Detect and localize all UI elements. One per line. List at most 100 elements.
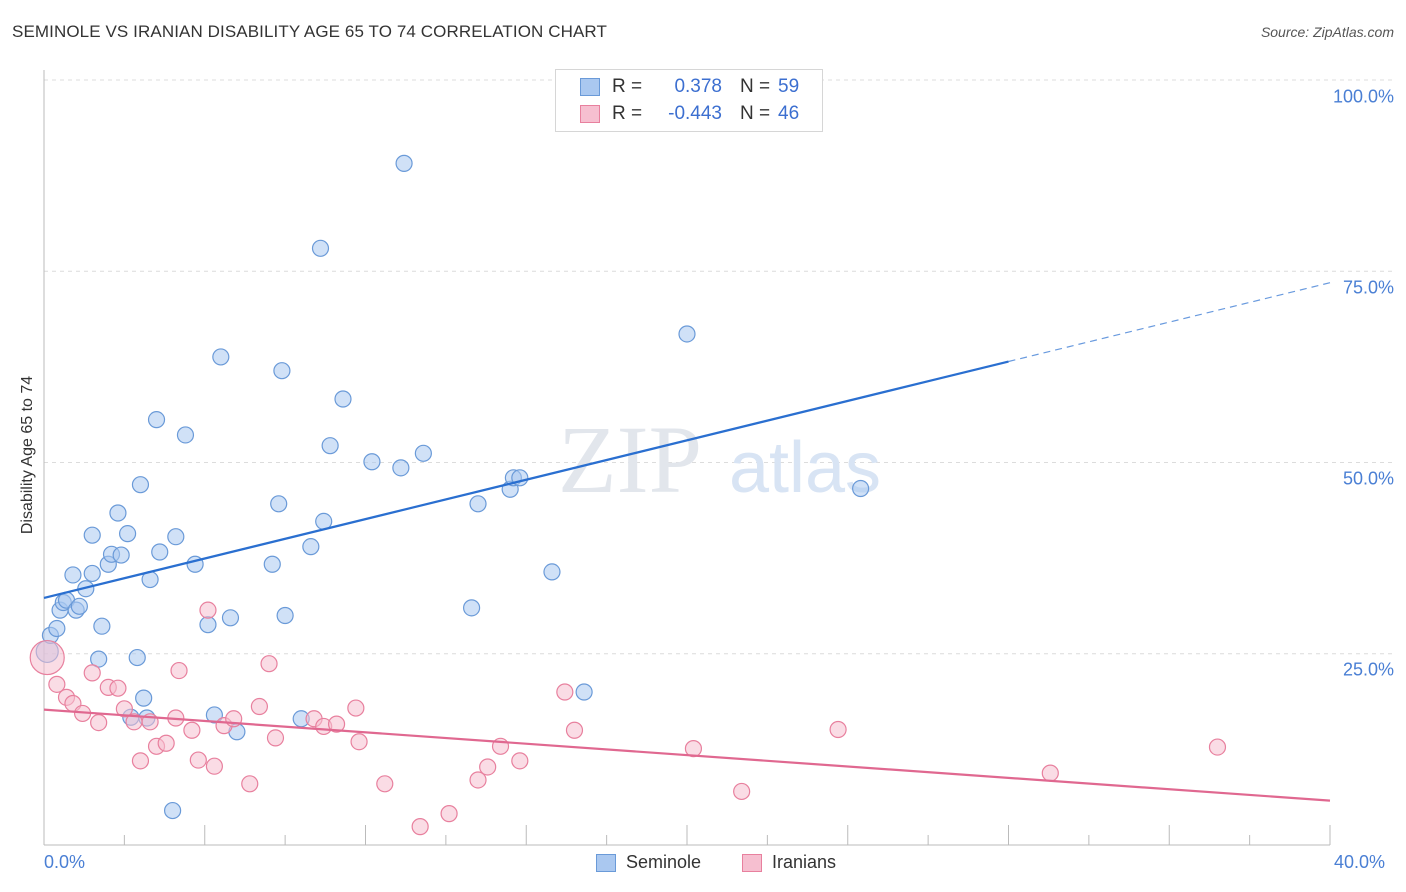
seminole-point xyxy=(852,479,870,498)
iranian-point xyxy=(205,757,223,775)
source-credit: Source: ZipAtlas.com xyxy=(1260,24,1394,40)
iranian-point xyxy=(250,697,269,716)
legend-r-label: R = xyxy=(612,76,643,97)
seminole-point xyxy=(167,528,185,546)
seminole-point xyxy=(48,619,66,638)
seminole-point xyxy=(131,476,150,494)
bottom-legend-iranians: Iranians xyxy=(742,852,836,873)
legend-r-value: -0.443 xyxy=(668,103,722,124)
gridlines xyxy=(44,79,1392,655)
seminole-point xyxy=(135,689,153,707)
seminole-point xyxy=(70,597,88,615)
iranian-point xyxy=(29,639,65,676)
iranian-point xyxy=(241,775,259,793)
iranian-point xyxy=(199,601,217,619)
seminole-point xyxy=(334,390,352,408)
bottom-legend-seminole: Seminole xyxy=(596,852,701,873)
legend-r-label: R = xyxy=(612,103,643,124)
y-tick-75: 75.0% xyxy=(1342,277,1394,298)
iranian-point xyxy=(260,655,278,673)
seminole-point xyxy=(109,504,127,522)
x-tick-max: 40.0% xyxy=(1334,852,1386,872)
seminole-point xyxy=(363,453,381,471)
seminole-points xyxy=(35,154,870,820)
legend-swatch-seminole xyxy=(580,78,600,96)
bottom-swatch-seminole xyxy=(596,853,616,872)
iranian-point xyxy=(469,771,487,789)
watermark-zip: ZIP xyxy=(558,406,702,513)
seminole-point xyxy=(151,543,169,561)
iranian-point xyxy=(109,679,127,697)
seminole-point xyxy=(212,348,230,366)
seminole-point xyxy=(221,609,240,627)
legend-n-label: N = xyxy=(740,103,771,124)
iranian-point xyxy=(1041,764,1059,782)
seminole-point xyxy=(164,801,182,820)
seminole-point xyxy=(205,706,223,724)
iranian-point xyxy=(170,661,188,680)
seminole-point xyxy=(128,648,146,667)
seminole-point xyxy=(118,525,137,543)
iranian-point xyxy=(90,713,108,732)
iranian-point xyxy=(48,675,66,693)
iranian-point xyxy=(266,729,285,747)
seminole-point xyxy=(176,426,195,444)
seminole-point xyxy=(83,526,101,544)
chart-title: SEMINOLE VS IRANIAN DISABILITY AGE 65 TO… xyxy=(12,22,607,41)
seminole-point xyxy=(414,444,432,462)
legend-row-seminole: R = 0.378 N = 59 xyxy=(580,76,799,98)
iranian-point xyxy=(733,782,751,801)
legend-n-value: 59 xyxy=(778,76,800,97)
seminole-trend-line xyxy=(43,360,1009,599)
seminole-point xyxy=(112,546,130,564)
y-tick-100: 100.0% xyxy=(1332,86,1394,107)
iranian-point xyxy=(1208,738,1227,756)
seminole-point xyxy=(321,437,339,455)
seminole-point xyxy=(263,555,281,573)
seminole-point xyxy=(64,566,82,584)
legend-swatch-iranians xyxy=(580,105,600,123)
correlation-legend: R = 0.378 N = 59 R = -0.443 N = 46 xyxy=(555,69,823,132)
axes xyxy=(43,70,1331,846)
iranian-point xyxy=(157,734,175,752)
seminole-point xyxy=(543,563,561,581)
legend-n-label: N = xyxy=(740,76,771,97)
iranian-trend-line xyxy=(43,708,1331,802)
trend-lines xyxy=(43,282,1331,802)
iranian-point xyxy=(479,758,497,776)
seminole-point xyxy=(469,495,487,513)
seminole-point xyxy=(311,239,330,257)
y-tick-25: 25.0% xyxy=(1342,659,1394,680)
iranian-point xyxy=(556,683,574,701)
iranian-point xyxy=(511,752,529,770)
iranian-point xyxy=(183,721,201,739)
seminole-point xyxy=(395,154,413,172)
iranian-point xyxy=(350,733,368,751)
seminole-point xyxy=(302,538,320,556)
seminole-trend-extension xyxy=(1008,282,1331,363)
seminole-point xyxy=(462,599,481,617)
seminole-point xyxy=(575,683,593,701)
seminole-point xyxy=(90,650,108,668)
x-tick-min: 0.0% xyxy=(44,852,86,872)
iranian-point xyxy=(565,721,584,739)
seminole-point xyxy=(83,564,101,583)
seminole-point xyxy=(93,617,111,635)
iranian-point xyxy=(327,715,346,733)
iranian-point xyxy=(115,700,133,718)
iranian-point xyxy=(411,818,429,836)
seminole-point xyxy=(199,616,217,634)
legend-row-iranians: R = -0.443 N = 46 xyxy=(580,103,799,125)
seminole-point xyxy=(678,325,696,343)
seminole-point xyxy=(276,606,294,625)
iranian-point xyxy=(83,664,101,682)
iranian-point xyxy=(376,775,394,793)
seminole-point xyxy=(273,362,291,380)
iranian-point xyxy=(829,720,847,739)
seminole-point xyxy=(392,459,410,477)
seminole-point xyxy=(147,411,166,429)
iranian-point xyxy=(347,699,365,717)
iranian-point xyxy=(131,752,150,770)
bottom-legend-label-iranians: Iranians xyxy=(772,852,837,872)
